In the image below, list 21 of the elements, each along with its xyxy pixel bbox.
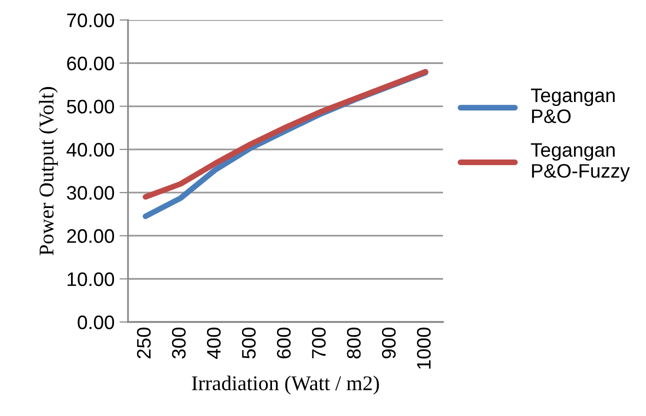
x-tick-label: 250	[136, 328, 151, 358]
x-tick-label: 800	[346, 328, 361, 358]
y-tick-label: 0.00	[78, 315, 114, 330]
x-tick-label: 1000	[416, 328, 431, 369]
x-tick-label: 300	[172, 328, 186, 359]
x-tick-label: 600	[276, 328, 291, 358]
y-tick-label: 10.00	[68, 272, 114, 286]
x-tick-label: 900	[382, 328, 396, 358]
x-tick-label: 700	[312, 328, 326, 358]
y-tick-label: 50.00	[66, 100, 114, 114]
x-axis-title: Irradiation (Watt / m2)	[192, 376, 379, 395]
y-tick-label: 20.00	[67, 229, 114, 243]
y-tick-label: 40.00	[66, 142, 114, 157]
legend-label: Tegangan P&O	[530, 88, 615, 124]
y-tick-label: 60.00	[67, 56, 114, 70]
x-tick-label: 500	[242, 328, 256, 359]
x-tick-label: 400	[206, 328, 221, 359]
y-tick-label: 30.00	[66, 186, 114, 200]
y-tick-label: 70.00	[67, 13, 114, 28]
y-axis-title: Power Output (Volt)	[38, 87, 58, 256]
legend-label: Tegangan P&O-Fuzzy	[530, 143, 630, 182]
